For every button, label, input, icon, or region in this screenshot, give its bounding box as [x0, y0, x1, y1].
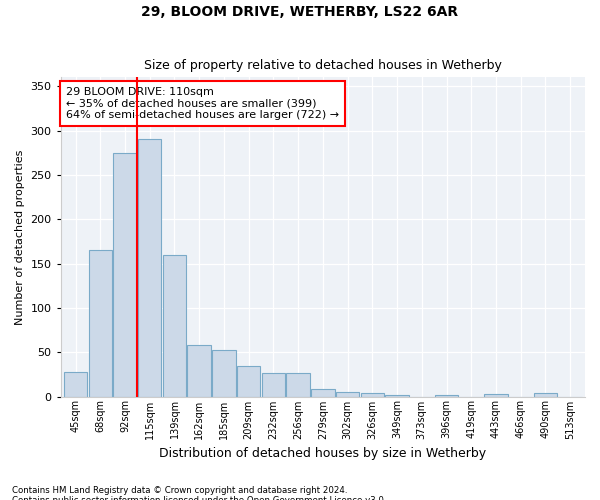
Bar [484, 394, 508, 396]
X-axis label: Distribution of detached houses by size in Wetherby: Distribution of detached houses by size … [159, 447, 487, 460]
Bar [533, 393, 557, 396]
Bar [212, 350, 236, 397]
Y-axis label: Number of detached properties: Number of detached properties [15, 149, 25, 324]
Bar [64, 372, 87, 396]
Bar [385, 394, 409, 396]
Text: Contains public sector information licensed under the Open Government Licence v3: Contains public sector information licen… [12, 496, 386, 500]
Bar [89, 250, 112, 396]
Bar [237, 366, 260, 396]
Bar [336, 392, 359, 396]
Bar [361, 393, 384, 396]
Text: 29, BLOOM DRIVE, WETHERBY, LS22 6AR: 29, BLOOM DRIVE, WETHERBY, LS22 6AR [142, 5, 458, 19]
Bar [138, 140, 161, 396]
Bar [187, 345, 211, 397]
Bar [311, 388, 335, 396]
Title: Size of property relative to detached houses in Wetherby: Size of property relative to detached ho… [144, 59, 502, 72]
Text: Contains HM Land Registry data © Crown copyright and database right 2024.: Contains HM Land Registry data © Crown c… [12, 486, 347, 495]
Bar [163, 254, 186, 396]
Bar [435, 394, 458, 396]
Bar [286, 374, 310, 396]
Bar [262, 374, 285, 396]
Bar [113, 152, 137, 396]
Text: 29 BLOOM DRIVE: 110sqm
← 35% of detached houses are smaller (399)
64% of semi-de: 29 BLOOM DRIVE: 110sqm ← 35% of detached… [66, 87, 339, 120]
